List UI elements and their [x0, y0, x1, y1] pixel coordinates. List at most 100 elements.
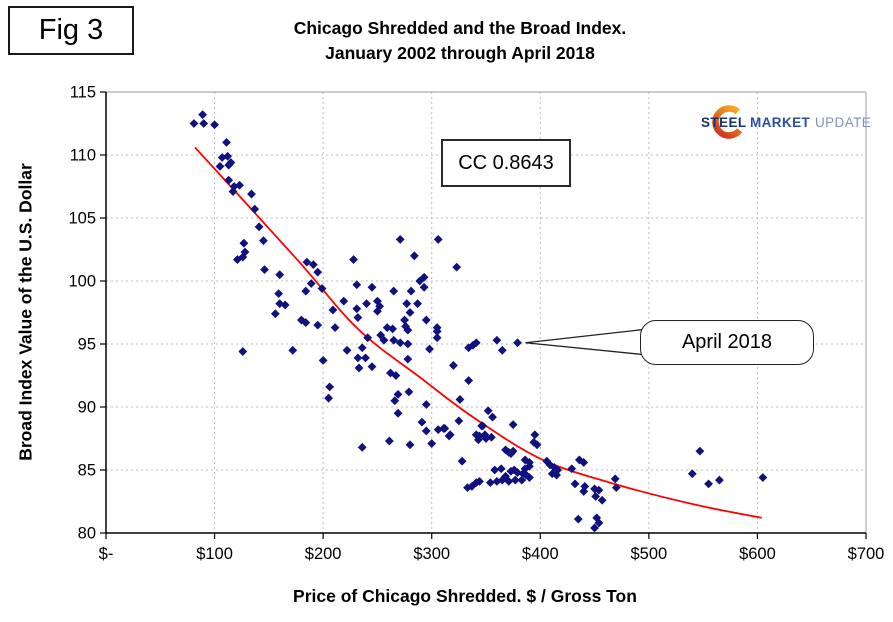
- callout-label: April 2018: [681, 331, 773, 353]
- scatter-point: [508, 420, 518, 430]
- x-tick-label: $600: [739, 545, 776, 563]
- scatter-point: [553, 465, 563, 475]
- scatter-point: [525, 473, 534, 482]
- scatter-point: [409, 251, 419, 261]
- scatter-point: [238, 252, 248, 262]
- scatter-point: [594, 485, 604, 495]
- scatter-point: [389, 335, 399, 345]
- scatter-point: [542, 456, 552, 466]
- x-tick-label: $700: [848, 545, 885, 563]
- scatter-point: [226, 158, 236, 167]
- y-tick-label: 85: [78, 462, 96, 480]
- scatter-point: [567, 464, 577, 474]
- scatter-point: [328, 305, 338, 315]
- scatter-point: [440, 424, 450, 433]
- scatter-point: [471, 478, 481, 487]
- scatter-point: [223, 151, 232, 161]
- scatter-point: [405, 440, 415, 450]
- y-tick-label: 110: [70, 147, 96, 165]
- scatter-point: [487, 432, 496, 442]
- scatter-point: [481, 434, 491, 443]
- scatter-point: [432, 327, 442, 336]
- scatter-point: [421, 315, 431, 325]
- scatter-point: [238, 347, 248, 356]
- scatter-point: [306, 279, 316, 288]
- scatter-point: [594, 518, 604, 528]
- gridlines: [106, 92, 866, 533]
- scatter-point: [308, 260, 318, 270]
- correlation-label: CC 0.8643: [458, 152, 554, 174]
- scatter-point: [259, 236, 268, 246]
- trendline-group: [194, 146, 762, 519]
- scatter-point: [406, 286, 416, 296]
- scatter-point: [455, 395, 465, 404]
- scatter-point: [492, 335, 502, 345]
- scatter-point: [419, 282, 429, 292]
- scatter-point: [393, 390, 403, 399]
- scatter-point: [402, 299, 412, 309]
- scatter-point: [488, 412, 497, 422]
- chart-title-line2: January 2002 through April 2018: [325, 43, 595, 63]
- scatter-point: [389, 286, 399, 296]
- scatter-point: [579, 458, 589, 467]
- scatter-point: [280, 300, 290, 310]
- correlation-annotation: CC 0.8643: [441, 139, 571, 187]
- scatter-point: [597, 495, 607, 505]
- scatter-point: [376, 330, 386, 340]
- axes: [105, 92, 866, 534]
- scatter-point: [318, 355, 328, 365]
- y-axis-title: Broad Index Value of the U.S. Dollar: [15, 163, 36, 461]
- scatter-point: [421, 426, 431, 436]
- scatter-point: [324, 393, 333, 403]
- scatter-point: [301, 286, 311, 296]
- scatter-point: [330, 323, 340, 333]
- y-tick-label: 105: [68, 210, 96, 228]
- scatter-point: [352, 304, 362, 314]
- plot-frame: [106, 91, 867, 533]
- logo-crescent-icon: [712, 105, 746, 139]
- scatter-point: [704, 479, 713, 489]
- scatter-point: [452, 262, 462, 272]
- scatter-point: [189, 119, 199, 128]
- y-tick-label: 115: [70, 84, 96, 102]
- scatter-points: [189, 110, 768, 533]
- scatter-point: [403, 354, 413, 364]
- x-tick-label: $500: [630, 545, 667, 563]
- scatter-point: [199, 119, 209, 128]
- scatter-point: [228, 187, 238, 196]
- x-tick-label: $400: [522, 545, 559, 563]
- x-tick-label: $200: [305, 545, 342, 563]
- scatter-point: [388, 324, 398, 334]
- scatter-point: [367, 282, 377, 292]
- scatter-point: [215, 161, 225, 171]
- scatter-point: [357, 343, 367, 353]
- scatter-point: [687, 469, 697, 479]
- scatter-point: [454, 416, 464, 426]
- scatter-point: [490, 465, 500, 475]
- scatter-point: [353, 353, 363, 363]
- scatter-point: [504, 476, 514, 486]
- scatter-point: [432, 333, 442, 343]
- scatter-point: [492, 476, 502, 486]
- steel-market-update-logo: STEEL MARKET UPDATE: [693, 102, 873, 142]
- scatter-point: [363, 333, 373, 343]
- scatter-point: [474, 435, 483, 445]
- scatter-point: [610, 474, 620, 484]
- scatter-point: [590, 523, 599, 533]
- scatter-point: [758, 473, 768, 482]
- scatter-point: [275, 299, 285, 309]
- scatter-point: [395, 338, 405, 348]
- scatter-point: [400, 315, 409, 325]
- scatter-point: [222, 138, 231, 147]
- scatter-point: [250, 204, 260, 214]
- scatter-point: [317, 284, 327, 293]
- april-2018-callout: April 2018: [640, 320, 814, 365]
- scatter-point: [497, 345, 507, 355]
- scatter-point: [288, 345, 298, 355]
- x-axis-title: Price of Chicago Shredded. $ / Gross Ton: [293, 586, 637, 606]
- scatter-point: [391, 371, 401, 380]
- scatter-point: [715, 475, 724, 485]
- scatter-point: [247, 189, 256, 199]
